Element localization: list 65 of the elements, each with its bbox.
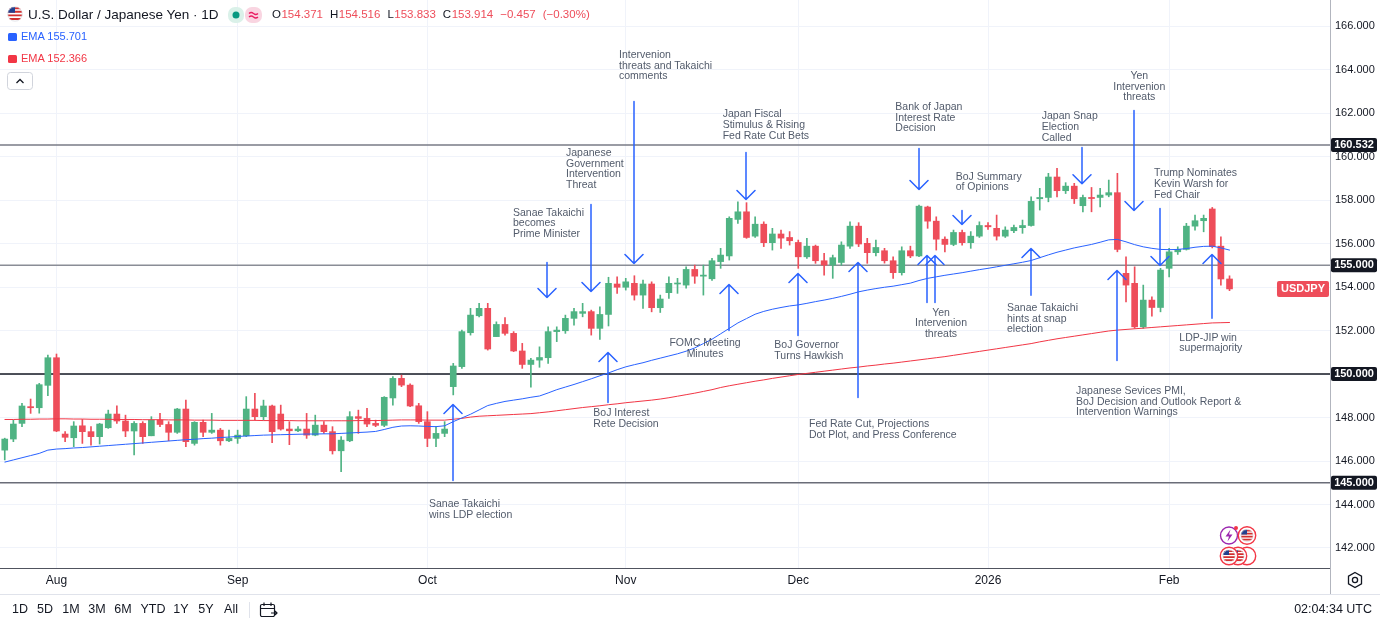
text: 1M [62,602,80,617]
legend-label: EMA 155.701 [21,30,88,43]
text: 1D [12,602,28,617]
candlestick [984,222,992,230]
candlestick [613,276,621,294]
annotation: Japanese Sevices PMI, BoJ Decision and Outlook Report & Intervention Warnings [1076,383,1242,418]
x-tick-label: Dec [787,572,809,587]
ref-line-label: 160.532 [1334,138,1374,151]
legend-label: EMA 152.366 [21,52,88,65]
ref-line-label: 155.000 [1334,258,1374,271]
text: 02:04:34 UTC [1294,602,1372,617]
annotation: Japanese Government Intervention Threat [566,145,624,190]
annotation: BoJ Governor Turns Hawkish [774,337,844,361]
y-tick-label: 166.000 [1335,19,1375,32]
ref-line-label: 150.000 [1334,367,1374,380]
annotation: LDP-JIP win supermajority [1179,330,1244,354]
x-tick-label: Aug [45,572,68,587]
y-tick-label: 154.000 [1335,280,1375,293]
candlestick [820,253,828,276]
x-tick-label: Nov [615,572,637,587]
annotation: Sanae Takaichi becomes Prime Minister [513,205,585,239]
annotation: Intervenion threats and Takaichi comments [619,47,713,82]
candlestick [1036,187,1044,211]
annotation: FOMC Meeting Minutes [669,336,741,359]
annotation: Yen Intervenion threats [1113,68,1166,103]
ref-line-label: 145.000 [1334,475,1374,488]
candlestick [553,326,561,342]
annotation: Fed Rate Cut, Projections Dot Plot, and Press Conference [809,416,957,440]
annotation: Bank of Japan Interest Rate Decision [895,99,963,134]
annotation: Japan Snap Election Called [1041,109,1098,143]
x-tick-label: Sep [226,572,249,587]
x-tick-label: Feb [1158,572,1180,587]
annotation: BoJ Interest Rete Decision [593,406,659,429]
y-tick-label: 148.000 [1335,410,1375,423]
candlestick [208,413,216,434]
candlestick [1096,187,1104,208]
annotation: Sanae Takaichi hints at snap election [1007,300,1079,335]
text: USDJPY [1280,282,1326,295]
text: O154.371 H154.516 L153.833 C153.914 −0.457 (−0.30%) [272,8,590,21]
annotation: Trump Nominates Kevin Warsh for Fed Chair [1154,166,1238,200]
candlestick [527,358,535,388]
y-tick-label: 162.000 [1335,106,1375,119]
y-tick-label: 164.000 [1335,62,1375,75]
y-tick-label: 160.000 [1335,149,1375,162]
candlestick [1105,179,1113,198]
text: 5D [37,602,53,617]
text: U.S. Dollar / Japanese Yen · 1D [28,6,219,22]
annotation: BoJ Summary of Opinions [955,169,1023,193]
x-tick-label: Oct [418,572,438,587]
annotation: Sanae Takaichi wins LDP election [428,496,513,520]
y-tick-label: 152.000 [1335,323,1375,336]
text: YTD [140,602,166,617]
text: 5Y [198,602,215,617]
annotation: Yen Intervenion threats [915,305,968,339]
x-tick-label: 2026 [974,572,1002,587]
y-tick-label: 142.000 [1335,541,1375,554]
text: 1Y [173,602,190,617]
text: All [224,602,238,617]
y-tick-label: 156.000 [1335,236,1375,249]
text: 6M [114,602,132,617]
y-tick-label: 158.000 [1335,193,1375,206]
annotation: Japan Fiscal Stimulus & Rising Fed Rate Cut Bets [722,107,810,141]
y-tick-label: 146.000 [1335,454,1375,467]
y-tick-label: 144.000 [1335,497,1375,510]
text: 3M [88,602,106,617]
